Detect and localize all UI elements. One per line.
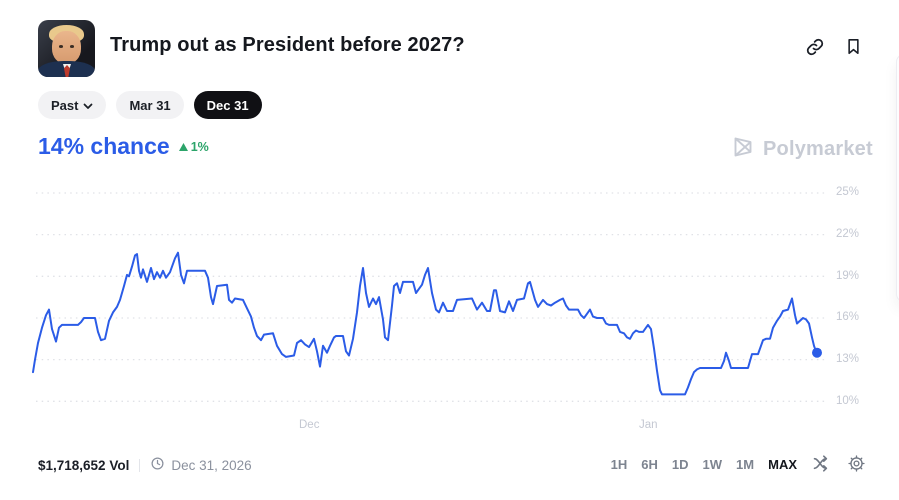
end-date-label: Dec 31, 2026: [171, 457, 252, 473]
end-date: Dec 31, 2026: [150, 456, 252, 474]
range-max[interactable]: MAX: [768, 457, 797, 472]
current-price-dot: [812, 347, 822, 358]
range-1w[interactable]: 1W: [702, 457, 723, 472]
gear-icon: [847, 454, 866, 476]
chance-delta: 1%: [178, 140, 209, 154]
x-tick-jan: Jan: [639, 419, 658, 431]
outcome-tabs: Past Mar 31 Dec 31: [38, 91, 262, 119]
y-tick: 22%: [836, 228, 860, 240]
y-tick: 25%: [836, 186, 860, 198]
copy-link-button[interactable]: [803, 36, 827, 60]
watermark-label: Polymarket: [763, 138, 873, 160]
avatar-face: [52, 31, 81, 64]
tab-past[interactable]: Past: [38, 91, 107, 119]
market-avatar: [38, 20, 95, 77]
y-tick: 19%: [836, 270, 860, 282]
header-actions: [803, 36, 865, 60]
x-tick-dec: Dec: [299, 419, 320, 431]
settings-button[interactable]: [846, 454, 867, 475]
page-title: Trump out as President before 2027?: [110, 34, 465, 56]
y-tick: 13%: [836, 353, 860, 365]
range-1m[interactable]: 1M: [736, 457, 755, 472]
range-1d[interactable]: 1D: [671, 457, 689, 472]
tab-dec-31[interactable]: Dec 31: [193, 91, 262, 119]
compare-button[interactable]: [811, 454, 832, 475]
chevron-down-icon: [83, 98, 93, 113]
divider: [139, 458, 141, 472]
avatar-tie: [64, 65, 70, 77]
tab-mar-31[interactable]: Mar 31: [116, 91, 184, 119]
polymarket-logo-icon: [731, 135, 755, 164]
y-tick: 16%: [836, 311, 860, 323]
bookmark-icon: [844, 37, 863, 59]
range-1h[interactable]: 1H: [610, 457, 628, 472]
shuffle-icon: [811, 453, 832, 477]
chance-value: 14% chance: [38, 133, 170, 159]
range-6h[interactable]: 6H: [641, 457, 658, 472]
volume-label: $1,718,652 Vol: [38, 457, 130, 473]
y-tick: 10%: [836, 395, 860, 407]
link-icon: [805, 37, 825, 60]
bookmark-button[interactable]: [841, 36, 865, 60]
clock-icon: [150, 456, 165, 474]
polymarket-watermark: Polymarket: [731, 135, 873, 164]
triangle-up-icon: [178, 140, 188, 154]
time-range-controls: 1H 6H 1D 1W 1M MAX: [611, 454, 867, 475]
